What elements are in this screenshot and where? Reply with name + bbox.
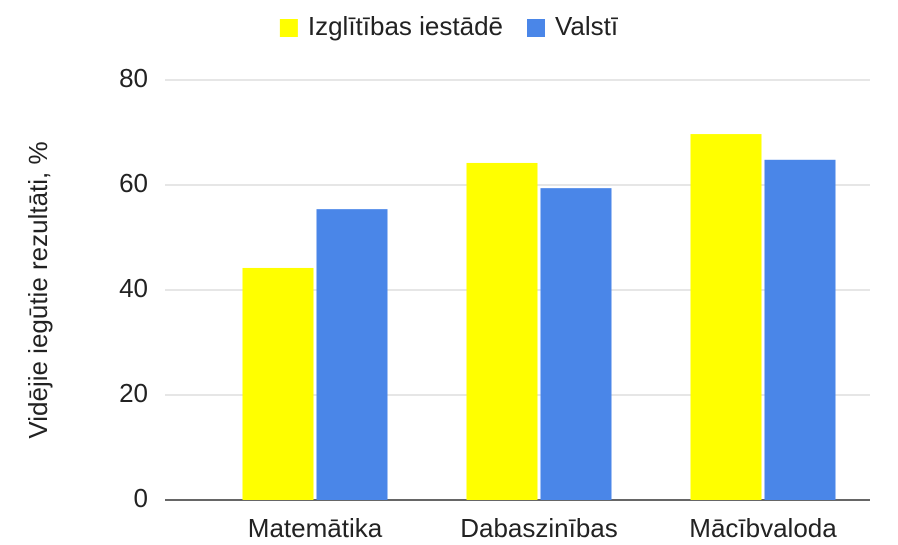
bar <box>690 134 762 500</box>
legend-label: Valstī <box>555 11 619 41</box>
bar <box>466 162 538 500</box>
x-tick-label: Mācībvaloda <box>689 513 837 543</box>
bar <box>316 209 388 500</box>
legend-swatch <box>527 19 546 37</box>
bar <box>764 159 836 501</box>
y-tick-label: 40 <box>119 273 148 303</box>
bar <box>540 188 612 500</box>
x-tick-label: Dabaszinības <box>460 513 618 543</box>
x-tick-label: Matemātika <box>248 513 383 543</box>
legend-swatch <box>279 19 298 37</box>
legend-label: Izglītības iestādē <box>308 11 503 41</box>
y-tick-label: 20 <box>119 378 148 408</box>
y-tick-label: 60 <box>119 168 148 198</box>
y-tick-label: 0 <box>134 483 148 513</box>
y-tick-label: 80 <box>119 63 148 93</box>
y-axis-label: Vidējie iegūtie rezultāti, % <box>23 141 53 438</box>
bar <box>242 267 314 500</box>
